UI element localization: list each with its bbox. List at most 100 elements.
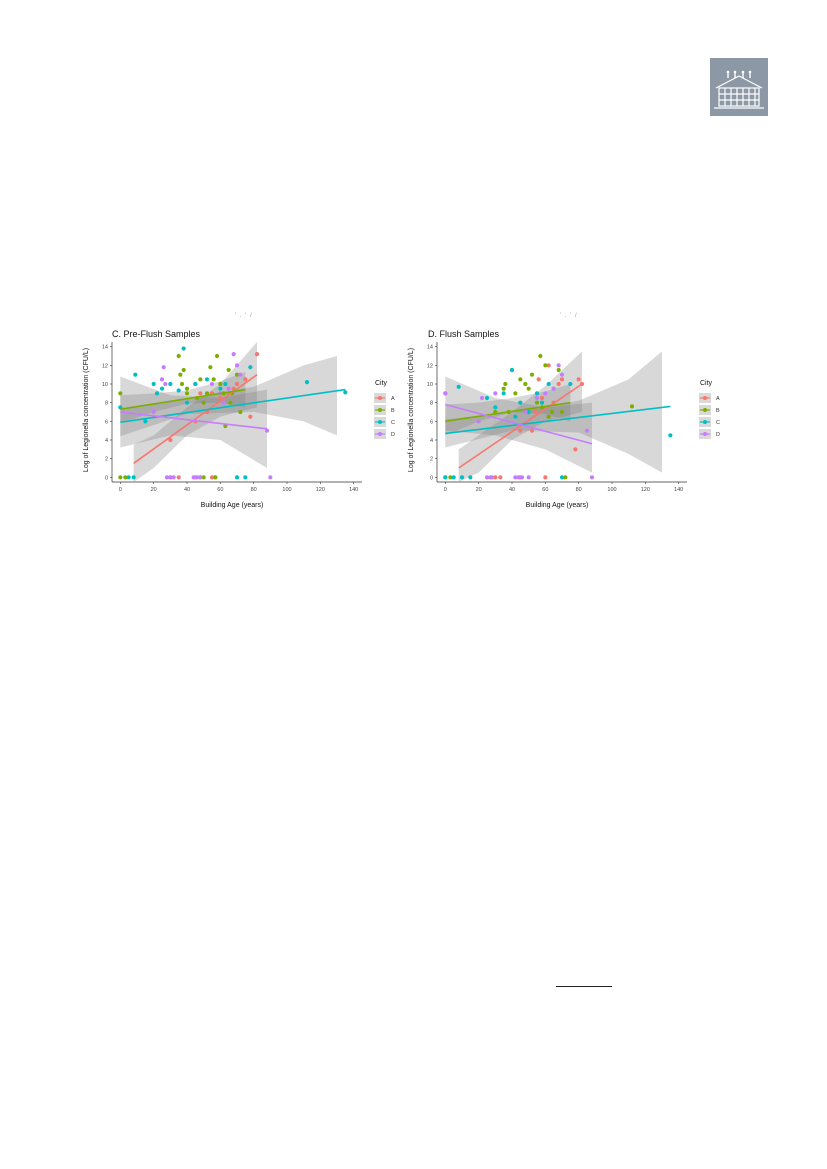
data-point-B bbox=[559, 409, 565, 415]
data-point-C bbox=[484, 395, 490, 401]
chart-title: D. Flush Samples bbox=[428, 329, 500, 339]
data-point-A bbox=[556, 381, 561, 387]
flush-chart: D. Flush Samples Building Age (years) Lo… bbox=[405, 318, 735, 509]
data-point-B bbox=[448, 475, 453, 480]
legend-key-dot bbox=[703, 408, 707, 412]
data-point-D bbox=[479, 395, 485, 401]
x-tick-label: 80 bbox=[251, 487, 257, 493]
data-point-B bbox=[501, 386, 506, 391]
x-tick-label: 100 bbox=[282, 487, 291, 493]
data-point-A bbox=[176, 475, 181, 480]
x-tick-label: 20 bbox=[151, 487, 157, 493]
data-point-D bbox=[476, 419, 481, 424]
y-tick-label: 8 bbox=[105, 401, 108, 407]
data-point-D bbox=[519, 475, 525, 480]
y-tick-label: 12 bbox=[102, 363, 108, 369]
data-point-D bbox=[268, 475, 273, 480]
x-tick-label: 80 bbox=[576, 487, 582, 493]
data-point-C bbox=[159, 386, 165, 391]
data-point-D bbox=[231, 352, 236, 357]
legend-key-dot bbox=[703, 420, 707, 424]
y-tick-label: 0 bbox=[105, 475, 108, 481]
data-point-B bbox=[208, 365, 213, 370]
y-axis-label: Log of Legionella concentration (CFU/L) bbox=[83, 348, 90, 472]
data-point-C bbox=[234, 475, 240, 480]
data-point-D bbox=[543, 391, 548, 396]
y-tick-label: 6 bbox=[430, 419, 433, 425]
confidence-band-A bbox=[458, 351, 582, 482]
flush-chart-svg: D. Flush Samples Building Age (years) Lo… bbox=[408, 329, 720, 509]
legend-title: City bbox=[700, 380, 713, 387]
fit-line-B bbox=[120, 388, 246, 410]
data-point-B bbox=[523, 381, 528, 387]
legend-label: A bbox=[716, 396, 720, 402]
data-point-B bbox=[503, 381, 508, 387]
data-point-A bbox=[573, 447, 578, 452]
data-point-D bbox=[534, 395, 540, 401]
pre-flush-chart-svg: C. Pre-Flush Samples Building Age (years… bbox=[83, 329, 395, 509]
x-tick-label: 140 bbox=[674, 487, 683, 493]
data-point-C bbox=[459, 475, 465, 480]
data-point-A bbox=[518, 428, 523, 433]
legend-key-dot bbox=[378, 396, 382, 400]
data-point-C bbox=[468, 475, 473, 480]
y-tick-label: 10 bbox=[102, 382, 108, 388]
data-point-C bbox=[343, 390, 348, 395]
data-point-A bbox=[493, 475, 498, 480]
data-point-C bbox=[559, 475, 565, 480]
data-point-B bbox=[184, 391, 190, 396]
data-point-B bbox=[226, 367, 231, 373]
confidence-band-B bbox=[445, 384, 571, 436]
data-point-C bbox=[184, 400, 190, 405]
data-point-C bbox=[501, 391, 506, 396]
fit-line-D bbox=[120, 411, 268, 430]
y-axis-label: Log of Legionella concentration (CFU/L) bbox=[408, 348, 415, 472]
data-point-D bbox=[209, 381, 215, 387]
data-point-D bbox=[584, 428, 590, 433]
plot-area: 0 20 40 60 80 100 120 140 0 2 4 6 8 10 12 14 bbox=[102, 342, 362, 493]
data-point-A bbox=[243, 377, 248, 382]
data-point-D bbox=[194, 475, 200, 480]
legend-title: City bbox=[375, 380, 388, 387]
building-icon bbox=[710, 58, 768, 116]
fit-line-A bbox=[458, 383, 583, 469]
data-point-B bbox=[238, 409, 243, 415]
x-tick-label: 0 bbox=[444, 487, 447, 493]
data-point-B bbox=[211, 377, 216, 382]
x-tick-label: 40 bbox=[184, 487, 190, 493]
data-point-C bbox=[526, 409, 531, 415]
x-tick-label: 40 bbox=[509, 487, 515, 493]
data-point-B bbox=[526, 386, 531, 391]
y-tick-label: 12 bbox=[427, 363, 433, 369]
legend-key-dot bbox=[378, 432, 382, 436]
data-point-B bbox=[213, 475, 218, 480]
data-point-B bbox=[546, 414, 551, 419]
data-point-D bbox=[559, 372, 565, 377]
data-point-B bbox=[556, 367, 561, 373]
data-point-B bbox=[513, 391, 518, 396]
y-tick-label: 10 bbox=[427, 382, 433, 388]
data-point-B bbox=[198, 377, 203, 382]
data-point-C bbox=[204, 377, 210, 382]
legend-label: A bbox=[391, 396, 395, 402]
y-tick-label: 14 bbox=[102, 345, 108, 351]
fit-line-A bbox=[133, 374, 258, 464]
data-point-B bbox=[228, 400, 233, 405]
data-point-D bbox=[171, 475, 176, 480]
data-point-C bbox=[668, 433, 673, 438]
data-point-A bbox=[209, 475, 215, 480]
data-point-D bbox=[551, 386, 556, 391]
data-point-B bbox=[218, 381, 223, 387]
data-point-D bbox=[443, 391, 448, 396]
data-point-C bbox=[131, 475, 136, 480]
data-point-C bbox=[304, 380, 310, 385]
data-point-D bbox=[226, 386, 231, 391]
data-point-B bbox=[534, 400, 540, 405]
data-point-B bbox=[549, 409, 555, 415]
pre-flush-chart: C. Pre-Flush Samples Building Age (years… bbox=[80, 318, 410, 509]
legend-label: C bbox=[716, 420, 720, 426]
legend-label: D bbox=[391, 432, 395, 438]
data-point-C bbox=[539, 400, 545, 405]
